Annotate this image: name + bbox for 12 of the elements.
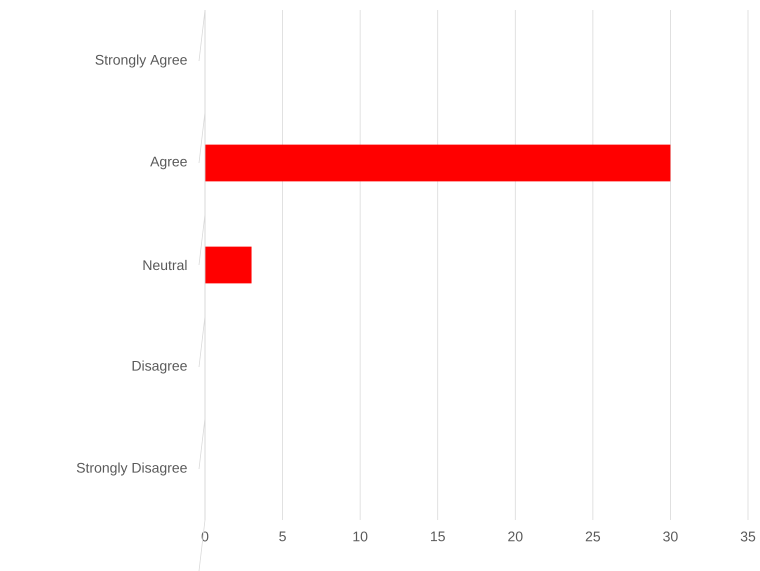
x-tick-label: 10: [353, 531, 368, 542]
x-tick-label: 25: [586, 531, 600, 542]
y-tick-label: Strongly Agree: [96, 54, 187, 68]
x-tick-label: 30: [663, 531, 678, 542]
x-tick-label: 15: [431, 531, 445, 542]
x-tick-label: 20: [508, 531, 523, 542]
y-tick-label: Strongly Disagree: [76, 462, 187, 476]
y-tick-label: Neutral: [143, 260, 187, 270]
x-tick-label: 5: [279, 531, 286, 542]
y-tick-label: Disagree: [132, 360, 187, 374]
x-tick-label: 35: [740, 531, 756, 542]
y-tick-label: Agree: [150, 156, 187, 170]
